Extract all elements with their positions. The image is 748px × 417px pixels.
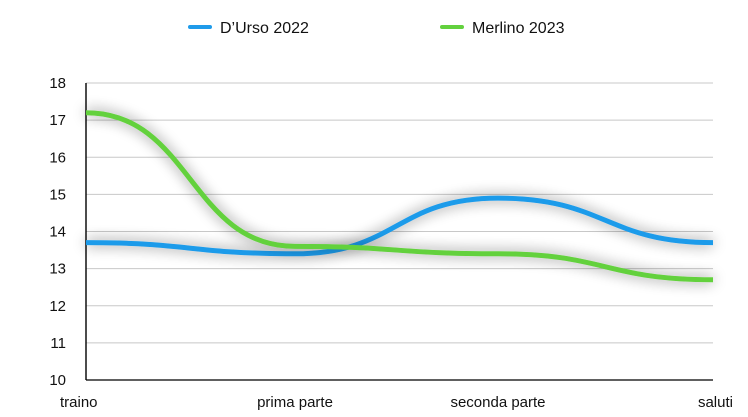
y-axis-tick-labels: 10 11 12 13 14 15 16 17 18 — [49, 75, 66, 389]
legend-label: D’Urso 2022 — [220, 20, 309, 37]
series-line-durso-2022 — [85, 195, 714, 257]
series-lines — [85, 110, 714, 283]
y-tick-label: 18 — [49, 75, 66, 92]
x-tick-label: traino — [60, 394, 98, 411]
y-tick-label: 12 — [49, 298, 66, 315]
series-line-merlino-2023 — [85, 110, 714, 283]
legend-item: D’Urso 2022 — [188, 20, 309, 37]
y-tick-label: 14 — [49, 224, 66, 241]
x-axis-tick-labels: traino prima parte seconda parte saluti — [60, 394, 733, 411]
x-tick-label: prima parte — [257, 394, 333, 411]
y-tick-label: 17 — [49, 112, 66, 129]
y-tick-label: 10 — [49, 372, 66, 389]
x-tick-label: saluti — [698, 394, 733, 411]
legend: D’Urso 2022 Merlino 2023 — [188, 20, 565, 37]
y-tick-label: 11 — [50, 335, 66, 352]
legend-item: Merlino 2023 — [440, 20, 565, 37]
grid-lines — [86, 82, 713, 381]
x-tick-label: seconda parte — [450, 394, 545, 411]
y-tick-label: 16 — [49, 149, 66, 166]
y-tick-label: 13 — [49, 261, 66, 278]
y-tick-label: 15 — [49, 186, 66, 203]
legend-label: Merlino 2023 — [472, 20, 565, 37]
